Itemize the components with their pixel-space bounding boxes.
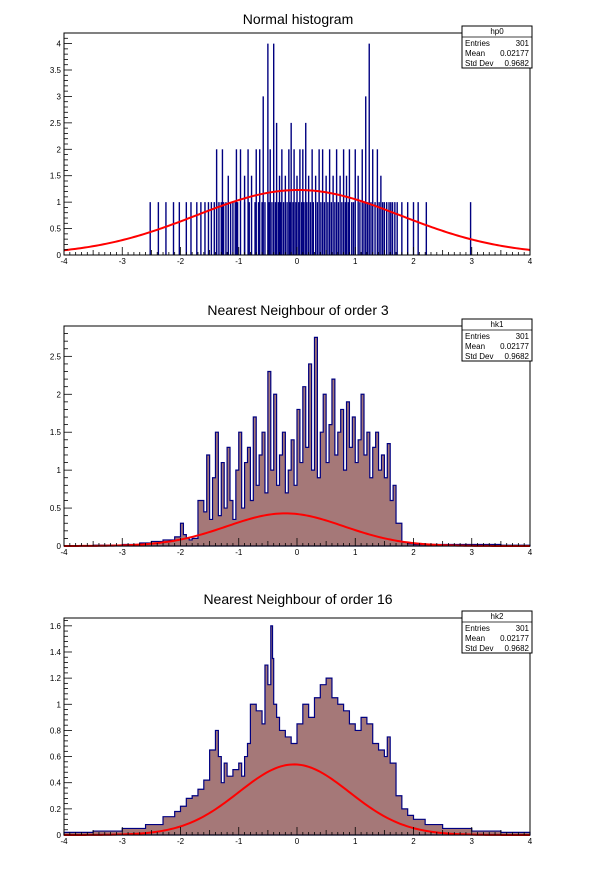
x-tick-label: -4	[60, 257, 68, 266]
stats-box-name: hp0	[490, 27, 504, 36]
y-tick-label: 1.4	[50, 648, 62, 657]
x-tick-label: 3	[470, 548, 475, 557]
x-tick-label: 3	[470, 257, 475, 266]
y-tick-label: 1.6	[50, 622, 62, 631]
stats-box-frame	[461, 25, 533, 69]
x-tick-label: -2	[177, 548, 185, 557]
x-tick-label: -2	[177, 257, 185, 266]
chart-title: Nearest Neighbour of order 16	[203, 591, 392, 607]
stats-box-name: hk1	[491, 320, 504, 329]
stats-value: 0.02177	[500, 634, 529, 643]
y-tick-label: 1	[57, 198, 62, 207]
y-tick-label: 0	[57, 542, 62, 551]
stats-value: 301	[516, 332, 530, 341]
x-tick-label: 0	[295, 257, 300, 266]
x-tick-label: -3	[119, 548, 127, 557]
stats-value: 301	[516, 624, 530, 633]
y-tick-label: 1	[57, 466, 62, 475]
stats-value: 0.9682	[505, 59, 530, 68]
y-tick-label: 1.5	[50, 172, 62, 181]
x-tick-label: -2	[177, 837, 185, 846]
y-tick-label: 0.2	[50, 805, 62, 814]
gaussian-fit-line	[63, 512, 531, 547]
stats-label: Std Dev	[465, 352, 493, 361]
x-tick-label: 4	[528, 548, 533, 557]
y-tick-label: 4	[57, 40, 62, 49]
chart-title: Nearest Neighbour of order 3	[207, 302, 389, 318]
x-tick-label: 1	[353, 257, 358, 266]
x-tick-label: 2	[411, 837, 416, 846]
y-tick-label: 0	[57, 831, 62, 840]
chart-panel-0: Normal histogram -4 -3 -2 -1 0 1 2 3 4 0 0.5 1 1.5 2 2.…	[50, 11, 533, 266]
stats-label: Mean	[465, 342, 485, 351]
x-tick-label: 0	[295, 837, 300, 846]
stats-label: Entries	[465, 39, 490, 48]
stats-value: 301	[516, 39, 530, 48]
x-tick-label: 2	[411, 257, 416, 266]
y-tick-label: 0.6	[50, 753, 62, 762]
y-tick-label: 1.2	[50, 674, 62, 683]
x-tick-label: -1	[235, 548, 243, 557]
x-tick-label: -3	[119, 837, 127, 846]
x-tick-label: -3	[119, 257, 127, 266]
stats-label: Mean	[465, 634, 485, 643]
stats-box-frame	[461, 610, 533, 654]
chart-title: Normal histogram	[243, 11, 353, 27]
chart-panel-1: Nearest Neighbour of order 3 -4 -3 -2 -1 0 1 2 3…	[50, 302, 533, 557]
stats-value: 0.02177	[500, 342, 529, 351]
y-tick-label: 0.8	[50, 726, 62, 735]
y-tick-label: 2.5	[50, 119, 62, 128]
y-tick-label: 2	[57, 145, 62, 154]
y-tick-label: 2.5	[50, 352, 62, 361]
chart-panel-2: Nearest Neighbour of order 16 -4 -3 -2 -1 0 1 2…	[50, 591, 533, 846]
stats-label: Mean	[465, 49, 485, 58]
x-tick-label: -4	[60, 837, 68, 846]
stats-label: Std Dev	[465, 59, 493, 68]
x-tick-label: -1	[235, 837, 243, 846]
x-tick-label: -1	[235, 257, 243, 266]
x-tick-label: 4	[528, 837, 533, 846]
stats-value: 0.02177	[500, 49, 529, 58]
y-tick-label: 0.5	[50, 225, 62, 234]
histogram-area	[63, 625, 531, 836]
x-tick-label: -4	[60, 548, 68, 557]
stats-value: 0.9682	[505, 644, 530, 653]
gaussian-fit-line	[63, 188, 531, 252]
y-tick-label: 0.4	[50, 779, 62, 788]
x-tick-label: 1	[353, 548, 358, 557]
x-tick-label: 4	[528, 257, 533, 266]
stats-box-name: hk2	[491, 612, 504, 621]
stats-label: Std Dev	[465, 644, 493, 653]
y-tick-label: 0.5	[50, 504, 62, 513]
stats-label: Entries	[465, 332, 490, 341]
x-tick-label: 3	[470, 837, 475, 846]
stats-label: Entries	[465, 624, 490, 633]
y-tick-label: 0	[57, 251, 62, 260]
y-tick-label: 3	[57, 92, 62, 101]
x-tick-label: 2	[411, 548, 416, 557]
y-tick-label: 3.5	[50, 66, 62, 75]
x-tick-label: 1	[353, 837, 358, 846]
stats-value: 0.9682	[505, 352, 530, 361]
gaussian-fit-line	[64, 763, 530, 836]
y-tick-label: 1.5	[50, 428, 62, 437]
y-tick-label: 2	[57, 390, 62, 399]
stats-box-frame	[461, 318, 533, 362]
y-tick-label: 1	[57, 700, 62, 709]
x-tick-label: 0	[295, 548, 300, 557]
histogram-area	[64, 336, 531, 547]
